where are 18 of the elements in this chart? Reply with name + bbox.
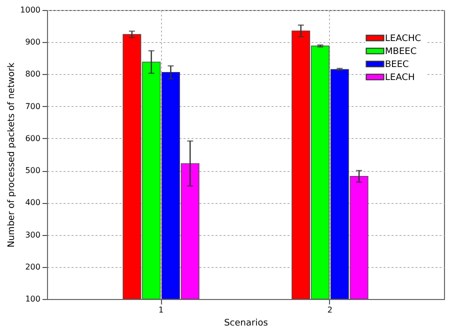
y-tick-label: 500 [25, 166, 40, 176]
y-tick-label: 1000 [20, 6, 40, 14]
y-tick-label: 800 [25, 70, 40, 79]
y-tick-label: 700 [25, 102, 40, 111]
y-tick-label: 100 [25, 294, 40, 304]
x-tick-label: 2 [327, 306, 333, 314]
y-tick-label: 600 [25, 134, 40, 143]
y-tick-label: 400 [25, 198, 40, 208]
legend-label: LEACHC [385, 34, 422, 44]
x-tick-label: 1 [158, 306, 164, 314]
legend-label: MBEEC [385, 47, 417, 57]
legend-label: BEEC [385, 60, 409, 70]
x-axis-title: Scenarios [224, 318, 268, 328]
y-tick-label: 200 [25, 262, 40, 272]
y-tick-label: 900 [25, 38, 40, 47]
y-axis-title: Number of processed packets of network [7, 62, 18, 248]
y-tick-label: 300 [25, 230, 40, 240]
legend-label: LEACH [385, 73, 415, 83]
